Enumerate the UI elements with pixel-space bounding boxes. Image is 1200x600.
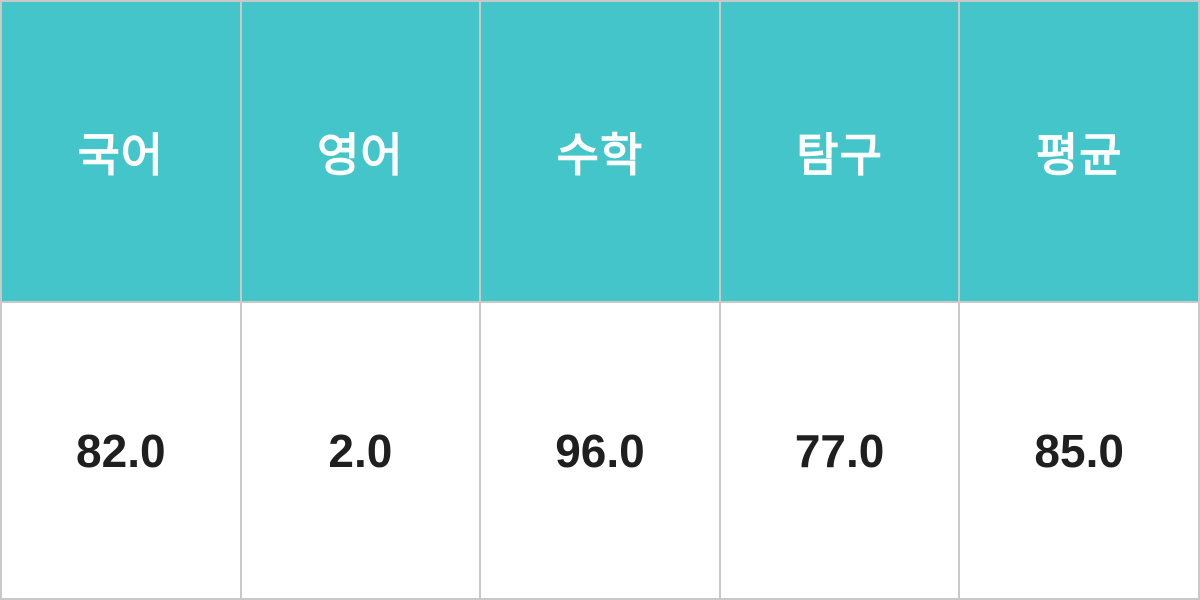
score-table-header: 국어 영어 수학 탐구 평균: [0, 0, 1200, 303]
value-row: 82.0 2.0 96.0 77.0 85.0: [0, 301, 1200, 600]
value-cell-inquiry: 77.0: [718, 301, 961, 600]
header-cell-korean: 국어: [0, 0, 242, 303]
value-cell-english: 2.0: [239, 301, 482, 600]
value-cell-math: 96.0: [479, 301, 721, 600]
header-cell-average: 평균: [958, 0, 1200, 303]
score-table-body: 82.0 2.0 96.0 77.0 85.0: [0, 301, 1200, 600]
header-cell-math: 수학: [479, 0, 721, 303]
header-cell-inquiry: 탐구: [718, 0, 961, 303]
value-cell-average: 85.0: [958, 301, 1200, 600]
value-cell-korean: 82.0: [0, 301, 242, 600]
header-cell-english: 영어: [239, 0, 482, 303]
header-row: 국어 영어 수학 탐구 평균: [0, 0, 1200, 303]
